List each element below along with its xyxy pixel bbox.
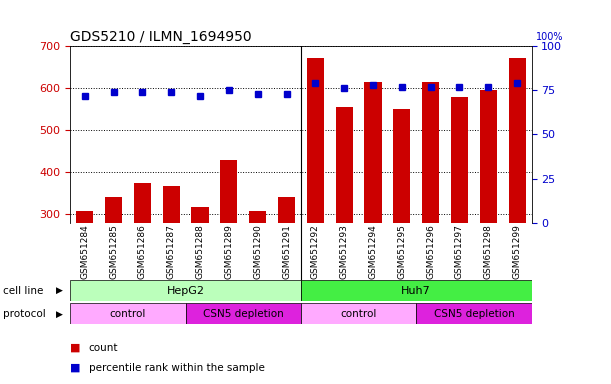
Text: ▶: ▶ [56, 310, 64, 318]
Text: GSM651294: GSM651294 [368, 224, 378, 279]
Bar [70, 303, 186, 324]
Text: HepG2: HepG2 [167, 286, 205, 296]
Text: control: control [110, 309, 146, 319]
Bar [163, 186, 180, 223]
Text: cell line: cell line [3, 286, 43, 296]
Text: control: control [340, 309, 377, 319]
Text: GSM651285: GSM651285 [109, 224, 118, 279]
Text: GSM651299: GSM651299 [513, 224, 522, 279]
Bar [422, 82, 439, 223]
Text: GSM651296: GSM651296 [426, 224, 435, 279]
Bar [186, 303, 301, 324]
Text: protocol: protocol [3, 309, 46, 319]
Text: GSM651298: GSM651298 [484, 224, 493, 279]
Bar [508, 58, 526, 223]
Bar [393, 109, 411, 223]
Bar [335, 107, 353, 223]
Bar [70, 280, 301, 301]
Bar [416, 303, 532, 324]
Text: GSM651287: GSM651287 [167, 224, 176, 279]
Bar [220, 160, 238, 223]
Text: 100%: 100% [536, 32, 563, 42]
Text: GDS5210 / ILMN_1694950: GDS5210 / ILMN_1694950 [70, 30, 252, 44]
Text: GSM651286: GSM651286 [138, 224, 147, 279]
Bar [480, 90, 497, 223]
Text: CSN5 depletion: CSN5 depletion [434, 309, 514, 319]
Text: CSN5 depletion: CSN5 depletion [203, 309, 284, 319]
Bar [76, 211, 93, 223]
Bar [301, 280, 532, 301]
Text: GSM651290: GSM651290 [253, 224, 262, 279]
Text: GSM651288: GSM651288 [196, 224, 205, 279]
Bar [191, 207, 209, 223]
Text: GSM651295: GSM651295 [397, 224, 406, 279]
Bar [105, 197, 122, 223]
Bar [278, 197, 295, 223]
Bar [364, 82, 382, 223]
Bar [249, 211, 266, 223]
Text: GSM651293: GSM651293 [340, 224, 349, 279]
Text: GSM651284: GSM651284 [80, 224, 89, 279]
Bar [451, 98, 468, 223]
Bar [307, 58, 324, 223]
Text: GSM651297: GSM651297 [455, 224, 464, 279]
Text: GSM651291: GSM651291 [282, 224, 291, 279]
Bar [301, 303, 416, 324]
Text: ▶: ▶ [56, 286, 64, 295]
Text: ■: ■ [70, 363, 81, 373]
Bar [134, 183, 151, 223]
Text: ■: ■ [70, 343, 81, 353]
Text: GSM651292: GSM651292 [311, 224, 320, 279]
Text: Huh7: Huh7 [401, 286, 431, 296]
Text: count: count [89, 343, 118, 353]
Text: GSM651289: GSM651289 [224, 224, 233, 279]
Text: percentile rank within the sample: percentile rank within the sample [89, 363, 265, 373]
